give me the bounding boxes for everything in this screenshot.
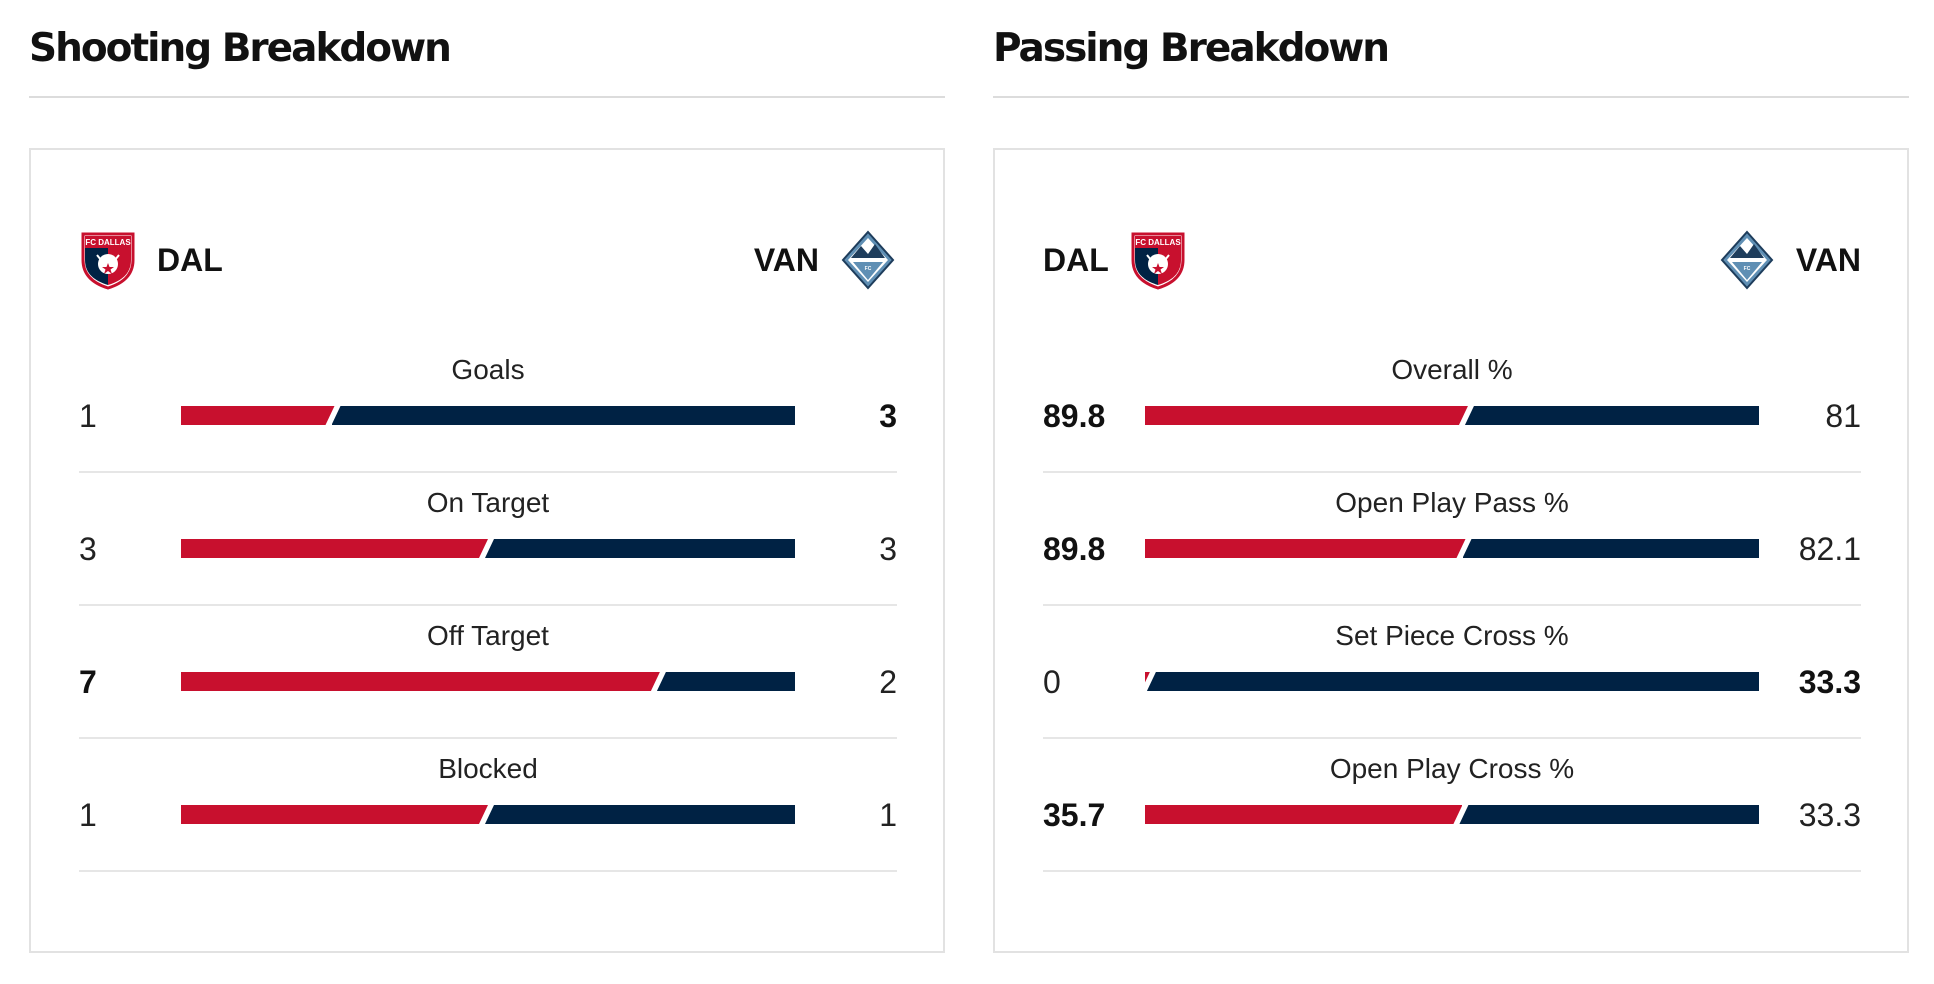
stat-row: On Target 3 3 [79, 473, 897, 606]
stat-row: Off Target 7 2 [79, 606, 897, 739]
bar-segment-van [485, 539, 795, 558]
stat-value-left: 89.8 [1043, 531, 1106, 567]
stat-row: Blocked 1 1 [79, 739, 897, 872]
title-divider [29, 96, 945, 98]
title-divider [993, 96, 1909, 98]
bar-segment-dal [1145, 805, 1462, 824]
bar-segment-dal [181, 672, 660, 691]
team-dal: DAL [1043, 230, 1187, 290]
bar-segment-dal [1145, 539, 1466, 558]
comparison-bar [181, 672, 795, 691]
stat-value-left: 1 [79, 398, 97, 434]
bar-segment-van [485, 805, 795, 824]
team-header: DAL VAN [1043, 230, 1861, 290]
stat-value-right: 3 [879, 531, 897, 567]
comparison-bar [1145, 539, 1759, 558]
stat-value-left: 0 [1043, 664, 1061, 700]
stat-value-left: 89.8 [1043, 398, 1106, 434]
comparison-bar [1145, 406, 1759, 425]
stat-label: Goals [451, 354, 525, 385]
section-title: Passing Breakdown [993, 26, 1390, 71]
stat-rows: Overall % 89.8 81 Open Play Pass % 89.8 … [1043, 340, 1861, 872]
team-van: VAN [754, 230, 897, 290]
stat-label: On Target [426, 487, 550, 518]
stats-card: DAL VAN Goals 1 3 On Target 3 3 Off Targ… [29, 148, 945, 953]
vancouver-whitecaps-crest-icon [1718, 230, 1776, 290]
stat-label: Off Target [427, 620, 549, 651]
bar-segment-van [656, 672, 795, 691]
bar-segment-van [1464, 406, 1759, 425]
stat-rows: Goals 1 3 On Target 3 3 Off Target 7 2 B… [79, 340, 897, 872]
team-abbr-left: DAL [157, 241, 223, 278]
stat-label: Open Play Cross % [1329, 753, 1575, 784]
comparison-bar [181, 539, 795, 558]
stat-row: Open Play Pass % 89.8 82.1 [1043, 473, 1861, 606]
vancouver-whitecaps-crest-icon [839, 230, 897, 290]
team-abbr-right: VAN [753, 241, 819, 278]
team-abbr-left: DAL [1043, 241, 1109, 278]
bar-segment-dal [1145, 406, 1468, 425]
team-dal: DAL [79, 230, 223, 290]
stat-value-right: 3 [879, 398, 897, 434]
bar-segment-van [331, 406, 795, 425]
team-van: VAN [1718, 230, 1861, 290]
stats-card: DAL VAN Overall % 89.8 81 Open Play Pass… [993, 148, 1909, 953]
stat-value-left: 3 [79, 531, 97, 567]
bar-segment-dal [181, 406, 335, 425]
stat-row: Goals 1 3 [79, 340, 897, 473]
bar-segment-van [1146, 672, 1759, 691]
stat-value-right: 81 [1825, 398, 1861, 434]
stat-value-right: 33.3 [1798, 797, 1861, 833]
stat-label: Overall % [1391, 354, 1513, 385]
comparison-bar [1145, 672, 1759, 691]
team-abbr-right: VAN [1795, 241, 1861, 278]
bar-segment-dal [181, 805, 488, 824]
fc-dallas-crest-icon [79, 230, 137, 290]
stat-value-right: 33.3 [1798, 664, 1861, 700]
stat-label: Open Play Pass % [1335, 487, 1569, 518]
bar-segment-dal [181, 539, 488, 558]
fc-dallas-crest-icon [1129, 230, 1187, 290]
comparison-bar [1145, 805, 1759, 824]
stat-label: Blocked [438, 753, 538, 784]
bar-segment-van [1462, 539, 1759, 558]
comparison-bar [181, 406, 795, 425]
stat-row: Overall % 89.8 81 [1043, 340, 1861, 473]
stat-value-left: 7 [79, 664, 97, 700]
section-title: Shooting Breakdown [29, 26, 452, 71]
stat-value-right: 2 [879, 664, 897, 700]
comparison-bar [181, 805, 795, 824]
stat-row: Open Play Cross % 35.7 33.3 [1043, 739, 1861, 872]
stat-value-left: 1 [79, 797, 97, 833]
stat-value-right: 1 [879, 797, 897, 833]
stat-value-left: 35.7 [1043, 797, 1106, 833]
bar-segment-van [1459, 805, 1759, 824]
team-header: DAL VAN [79, 230, 897, 290]
stat-row: Set Piece Cross % 0 33.3 [1043, 606, 1861, 739]
stat-label: Set Piece Cross % [1335, 620, 1569, 651]
stat-value-right: 82.1 [1798, 531, 1861, 567]
